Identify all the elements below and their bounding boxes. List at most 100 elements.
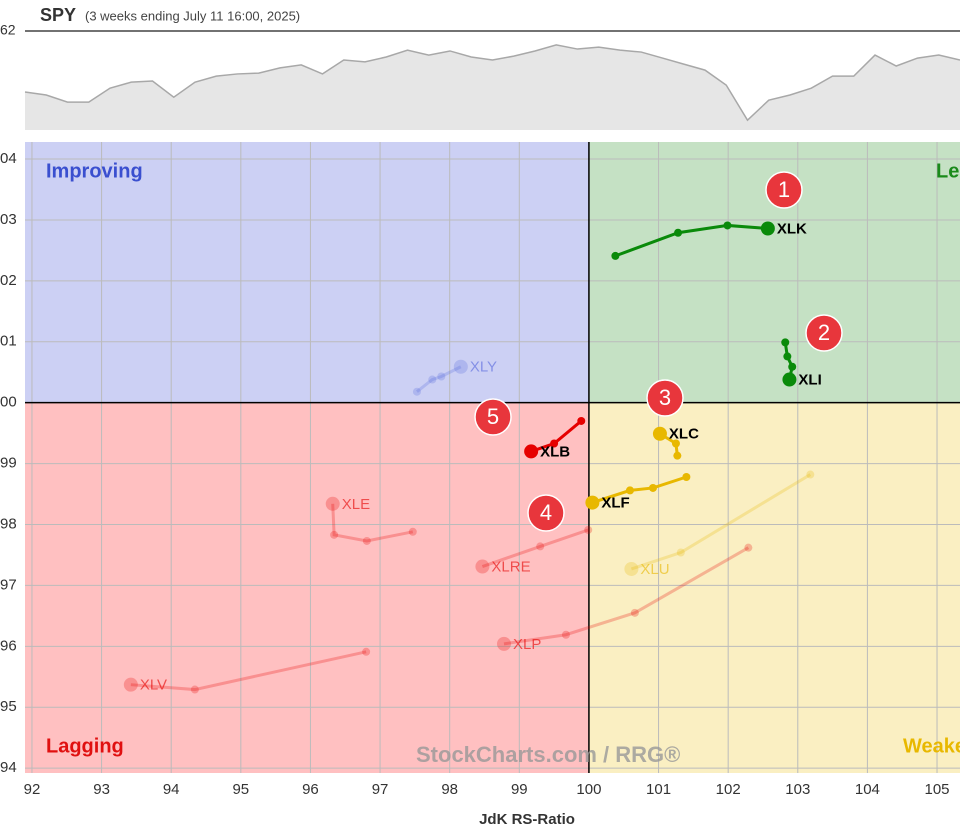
callout-badge	[646, 379, 684, 417]
x-tick-label: 100	[576, 781, 601, 798]
trail-point	[673, 451, 682, 460]
head-point	[496, 636, 511, 651]
head-point	[123, 677, 138, 692]
x-tick-label: 96	[302, 781, 319, 798]
spy-line	[24, 44, 960, 122]
x-tick-label: 102	[716, 781, 741, 798]
y-tick-label: 02	[0, 272, 17, 289]
y-tick-label: 96	[0, 637, 17, 654]
quadrant	[25, 402, 589, 773]
spy-title: SPY	[40, 5, 76, 25]
quadrant-label: Lea	[936, 160, 960, 182]
callout-number: 3	[659, 385, 671, 410]
x-tick-label: 95	[232, 781, 249, 798]
trail-point	[577, 416, 586, 425]
callout-badge	[527, 494, 565, 532]
trail	[503, 546, 750, 646]
x-tick-label: 92	[24, 781, 41, 798]
trail-point	[412, 387, 421, 396]
x-tick-label: 93	[93, 781, 110, 798]
x-tick-label: 99	[511, 781, 528, 798]
trail-point	[671, 439, 680, 448]
trail-point	[674, 228, 683, 237]
head-point	[585, 495, 600, 510]
x-tick-label: 105	[925, 781, 950, 798]
trail	[130, 650, 367, 692]
sector-label: XLC	[669, 426, 699, 443]
head-point	[760, 221, 775, 236]
quadrant	[25, 142, 589, 403]
trail-point	[408, 527, 417, 536]
trail-point	[536, 542, 545, 551]
trail	[416, 365, 462, 393]
callout-number: 4	[540, 500, 552, 525]
x-tick-label: 101	[646, 781, 671, 798]
trail	[630, 473, 812, 571]
x-tick-label: 97	[372, 781, 389, 798]
head-point	[453, 359, 468, 374]
quadrant-label: Weake	[903, 735, 960, 757]
quadrant	[588, 402, 960, 773]
callout-badge	[805, 314, 843, 352]
head-point	[652, 426, 667, 441]
callout-number: 2	[818, 320, 830, 345]
callout-badge	[474, 398, 512, 436]
trail-point	[330, 530, 339, 539]
head-point	[782, 372, 797, 387]
sector-label: XLRE	[491, 558, 530, 575]
trail-point	[611, 251, 620, 260]
watermark: StockCharts.com / RRG®	[416, 742, 680, 767]
spy-tick-label: 62	[0, 22, 16, 38]
trail-point	[362, 536, 371, 545]
y-tick-label: 01	[0, 333, 17, 350]
y-tick-label: 00	[0, 394, 17, 411]
y-tick-label: 97	[0, 576, 17, 593]
trail-point	[648, 483, 657, 492]
callout-number: 5	[487, 404, 499, 429]
quadrant-label: Lagging	[46, 735, 124, 757]
y-tick-label: 94	[0, 759, 17, 776]
sector-label: XLE	[342, 496, 370, 513]
trail-point	[437, 372, 446, 381]
sector-label: XLV	[140, 677, 167, 694]
y-tick-label: 98	[0, 515, 17, 532]
trail-point	[190, 685, 199, 694]
trail-point	[783, 352, 792, 361]
sector-label: XLP	[513, 636, 541, 653]
sector-label: XLF	[601, 495, 629, 512]
sector-label: XLY	[470, 359, 497, 376]
spy-area	[25, 44, 960, 131]
head-point	[325, 496, 340, 511]
trail-point	[550, 439, 559, 448]
sector-label: XLK	[777, 220, 807, 237]
y-tick-label: 04	[0, 150, 17, 167]
y-tick-label: 99	[0, 455, 17, 472]
trail-point	[781, 338, 790, 347]
head-point	[524, 444, 539, 459]
y-tick-label: 95	[0, 698, 17, 715]
trail-point	[362, 647, 371, 656]
sector-label: XLB	[540, 443, 570, 460]
sector-label: XLU	[640, 561, 669, 578]
x-tick-label: 103	[785, 781, 810, 798]
trail	[591, 475, 687, 504]
callout-badge	[765, 171, 803, 209]
spy-subtitle: (3 weeks ending July 11 16:00, 2025)	[85, 8, 300, 23]
head-point	[624, 561, 639, 576]
x-axis-title: JdK RS-Ratio	[479, 811, 575, 828]
trail-point	[806, 470, 815, 479]
x-tick-label: 104	[855, 781, 880, 798]
sector-label: XLI	[798, 372, 821, 389]
trail-point	[676, 548, 685, 557]
trail	[481, 528, 589, 568]
trail	[331, 503, 414, 543]
trail-point	[744, 543, 753, 552]
trail-point	[682, 472, 691, 481]
trail-point	[788, 362, 797, 371]
x-tick-label: 94	[163, 781, 180, 798]
trail-point	[630, 608, 639, 617]
head-point	[475, 559, 490, 574]
trail	[614, 223, 768, 258]
trail-point	[428, 375, 437, 384]
